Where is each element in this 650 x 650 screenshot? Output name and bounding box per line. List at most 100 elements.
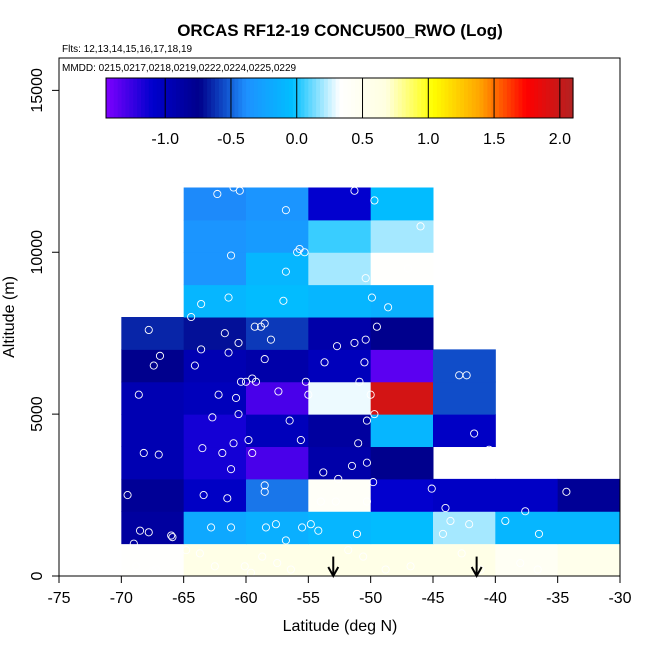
observation-point bbox=[562, 487, 571, 496]
colorbar-segment bbox=[351, 78, 356, 118]
heatmap-cell bbox=[308, 349, 372, 383]
heatmap-cell bbox=[246, 349, 309, 383]
observation-point bbox=[226, 251, 236, 260]
colorbar-segment bbox=[518, 78, 524, 118]
colorbar-segment bbox=[471, 78, 477, 118]
colorbar-segment bbox=[296, 78, 302, 118]
colorbar-segment bbox=[218, 78, 224, 118]
observation-point bbox=[260, 355, 269, 364]
observation-point bbox=[360, 358, 369, 367]
colorbar-segment bbox=[257, 78, 263, 118]
colorbar-segment bbox=[390, 78, 395, 118]
heatmap-cell bbox=[121, 414, 185, 448]
colorbar-segment bbox=[358, 78, 364, 118]
observation-point bbox=[135, 526, 145, 535]
heatmap-cell bbox=[121, 446, 185, 480]
observation-point bbox=[381, 565, 390, 574]
colorbar-segment bbox=[382, 78, 387, 118]
colorbar-segment bbox=[277, 78, 282, 118]
colorbar-segment bbox=[502, 78, 508, 118]
heatmap-cell bbox=[183, 446, 247, 480]
x-tick-label: -55 bbox=[297, 590, 320, 607]
observation-point bbox=[139, 448, 148, 458]
heatmap-cell bbox=[183, 219, 247, 253]
colorbar-tick-label: 0.5 bbox=[351, 131, 373, 148]
colorbar-segment bbox=[183, 78, 189, 118]
colorbar-segment bbox=[378, 78, 383, 118]
heatmap-cell bbox=[308, 381, 372, 415]
observation-point bbox=[187, 312, 196, 322]
heatmap-cell bbox=[121, 381, 185, 415]
colorbar-segment bbox=[413, 78, 418, 118]
heatmap-cell bbox=[308, 511, 372, 545]
colorbar-segment bbox=[106, 78, 111, 118]
observation-point bbox=[236, 377, 246, 386]
heatmap-cell bbox=[183, 381, 247, 415]
heatmap-cell bbox=[308, 414, 372, 448]
observation-point bbox=[241, 377, 251, 386]
colorbar-segment bbox=[179, 78, 185, 118]
colorbar-segment bbox=[164, 78, 169, 118]
observation-point bbox=[123, 491, 132, 500]
colorbar-segment bbox=[495, 78, 500, 118]
observation-point bbox=[258, 552, 267, 561]
colorbar-segment bbox=[261, 78, 267, 118]
observation-point bbox=[207, 523, 216, 532]
observation-point bbox=[298, 523, 307, 532]
observation-point bbox=[208, 413, 217, 422]
observation-point bbox=[271, 520, 280, 529]
observation-point bbox=[226, 465, 236, 474]
colorbar-segment bbox=[545, 78, 551, 118]
observation-point bbox=[234, 410, 243, 419]
observation-point bbox=[250, 322, 259, 331]
colorbar-segment bbox=[253, 78, 259, 118]
heatmap-cell bbox=[308, 543, 372, 577]
colorbar-segment bbox=[226, 78, 232, 118]
observation-point bbox=[214, 390, 223, 399]
observation-point bbox=[485, 445, 494, 454]
observation-point bbox=[220, 329, 229, 338]
colorbar-segment bbox=[491, 78, 496, 118]
observation-point bbox=[370, 410, 379, 419]
heatmap-cell bbox=[370, 252, 434, 286]
observation-point bbox=[218, 448, 227, 458]
colorbar-segment bbox=[467, 78, 473, 118]
colorbar-segment bbox=[339, 78, 344, 118]
observation-point bbox=[286, 565, 295, 574]
colorbar-segment bbox=[393, 78, 399, 118]
colorbar-segment bbox=[448, 78, 453, 118]
colorbar-segment bbox=[242, 78, 247, 118]
colorbar-segment bbox=[374, 78, 380, 118]
observation-point bbox=[152, 565, 161, 574]
observation-point bbox=[438, 529, 448, 538]
observation-point bbox=[132, 562, 141, 571]
observation-point bbox=[406, 562, 415, 571]
colorbar-segment bbox=[386, 78, 391, 118]
colorbar-segment bbox=[475, 78, 481, 118]
observation-point bbox=[199, 491, 208, 500]
heatmap-cell bbox=[246, 414, 309, 448]
x-tick-label: -45 bbox=[421, 590, 444, 607]
observation-point bbox=[362, 416, 371, 425]
colorbar-segment bbox=[366, 78, 372, 118]
x-tick-label: -30 bbox=[608, 590, 631, 607]
heatmap-cell bbox=[370, 381, 434, 415]
colorbar-segment bbox=[172, 78, 177, 118]
observation-point bbox=[361, 274, 370, 283]
heatmap-cell bbox=[121, 478, 185, 512]
colorbar-segment bbox=[320, 78, 325, 118]
observation-point bbox=[210, 562, 219, 571]
heatmap-cell bbox=[433, 478, 496, 512]
heatmap-cell bbox=[183, 187, 247, 221]
colorbar-segment bbox=[191, 78, 197, 118]
colorbar-segment bbox=[487, 78, 492, 118]
y-tick-label: 5000 bbox=[29, 396, 46, 432]
observation-point bbox=[320, 358, 329, 367]
colorbar-segment bbox=[214, 78, 220, 118]
observation-point bbox=[251, 377, 261, 386]
colorbar-segment bbox=[397, 78, 403, 118]
colorbar-segment bbox=[199, 78, 204, 118]
colorbar-segment bbox=[331, 78, 337, 118]
observation-point bbox=[470, 429, 479, 438]
observation-point bbox=[281, 267, 290, 276]
